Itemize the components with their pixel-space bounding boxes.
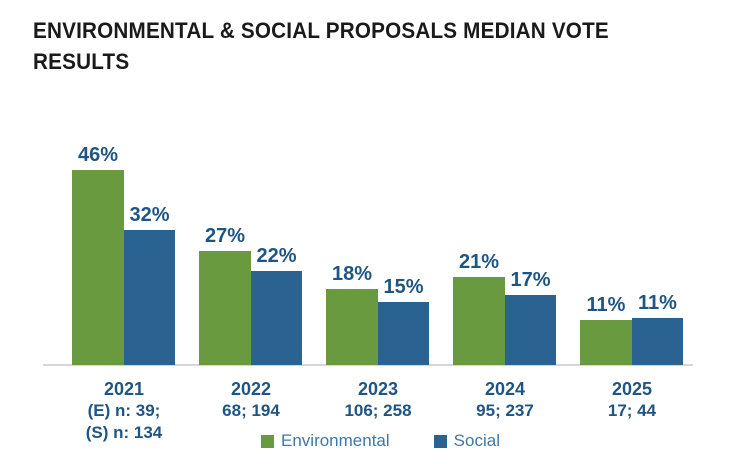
- tick-sublabel-2025-1: 17; 44: [607, 401, 657, 420]
- bar-value-label-social-2021: 32%: [129, 204, 170, 226]
- bar-social-2025: 11%: [632, 292, 683, 365]
- tick-sublabel-2021-1: (E) n: 39;: [87, 401, 161, 420]
- bar-value-label-environmental-2022: 27%: [204, 225, 246, 247]
- bar-environmental-2024: 21%: [453, 251, 505, 365]
- bar-value-label-social-2023: 15%: [383, 276, 424, 298]
- legend-item-social: Social: [433, 431, 500, 451]
- bar-social-2022: 22%: [251, 245, 302, 365]
- chart-title: ENVIRONMENTAL & SOCIAL PROPOSALS MEDIAN …: [33, 15, 682, 77]
- bar-value-label-environmental-2021: 46%: [77, 144, 119, 166]
- tick-sublabel-2022-1: 68; 194: [222, 401, 280, 420]
- bar-environmental-2022: 27%: [199, 225, 251, 365]
- bar-value-label-environmental-2023: 18%: [331, 263, 373, 285]
- x-axis-line: [43, 364, 693, 366]
- chart-title-line-1: ENVIRONMENTAL & SOCIAL PROPOSALS MEDIAN …: [33, 18, 609, 43]
- plot-area: 46% 32% 27% 22% 18% 15% 21% 17% 11% 11%: [43, 144, 693, 366]
- tick-label-2022: 2022 68; 194: [173, 379, 329, 422]
- tick-label-2023: 2023 106; 258: [300, 379, 456, 422]
- bar-social-2021: 32%: [124, 204, 175, 365]
- bar-social-2023: 15%: [378, 276, 429, 365]
- tick-label-2021: 2021 (E) n: 39; (S) n: 134: [46, 379, 202, 444]
- bar-environmental-2021: 46%: [72, 144, 124, 365]
- bar-social-2024: 17%: [505, 269, 556, 365]
- legend-label-environmental: Environmental: [281, 431, 390, 450]
- bar-environmental-2025: 11%: [580, 294, 632, 365]
- environmental-swatch-icon: [261, 434, 274, 448]
- tick-sublabel-2024-1: 95; 237: [476, 401, 534, 420]
- tick-year-2023: 2023: [357, 379, 399, 399]
- legend: Environmental Social: [13, 431, 735, 451]
- bar-value-label-social-2025: 11%: [638, 292, 677, 314]
- social-swatch-icon: [433, 434, 447, 448]
- bar-environmental-2023: 18%: [326, 263, 378, 365]
- bar-value-label-environmental-2025: 11%: [586, 294, 626, 316]
- legend-item-environmental: Environmental: [261, 431, 390, 451]
- legend-label-social: Social: [453, 431, 500, 450]
- tick-label-2025: 2025 17; 44: [554, 379, 710, 422]
- tick-sublabel-2023-1: 106; 258: [344, 401, 412, 420]
- bar-value-label-environmental-2024: 21%: [458, 251, 500, 273]
- chart-title-line-2: RESULTS: [33, 49, 130, 74]
- tick-year-2025: 2025: [611, 379, 653, 399]
- bar-value-label-social-2022: 22%: [256, 245, 297, 267]
- tick-label-2024: 2024 95; 237: [427, 379, 583, 422]
- bar-value-label-social-2024: 17%: [510, 269, 551, 291]
- tick-year-2021: 2021: [103, 379, 145, 399]
- tick-sublabel-2021-2: (S) n: 134: [85, 423, 163, 442]
- tick-year-2022: 2022: [230, 379, 272, 399]
- tick-year-2024: 2024: [484, 379, 526, 399]
